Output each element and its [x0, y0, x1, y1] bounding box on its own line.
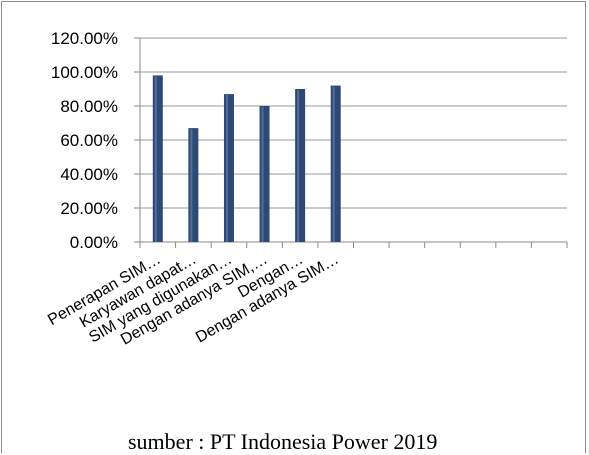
bar — [152, 75, 163, 243]
y-tick-label: 100.00% — [51, 63, 118, 82]
y-tick-label: 120.00% — [51, 29, 118, 48]
source-caption: sumber : PT Indonesia Power 2019 — [128, 429, 438, 454]
bar-highlight — [154, 76, 157, 243]
bar — [295, 89, 306, 242]
y-tick-label: 40.00% — [60, 165, 118, 184]
bar — [223, 94, 234, 242]
bar-highlight — [190, 129, 193, 242]
bar — [330, 85, 341, 242]
bar-highlight — [225, 95, 228, 242]
y-tick-label: 60.00% — [60, 131, 118, 150]
y-tick-label: 80.00% — [60, 97, 118, 116]
y-tick-label: 20.00% — [60, 199, 118, 218]
bar — [188, 128, 199, 242]
bar — [259, 106, 270, 242]
bar-highlight — [261, 107, 264, 242]
y-tick-label: 0.00% — [70, 233, 118, 252]
bar-highlight — [297, 90, 300, 242]
bar-highlight — [332, 86, 335, 242]
